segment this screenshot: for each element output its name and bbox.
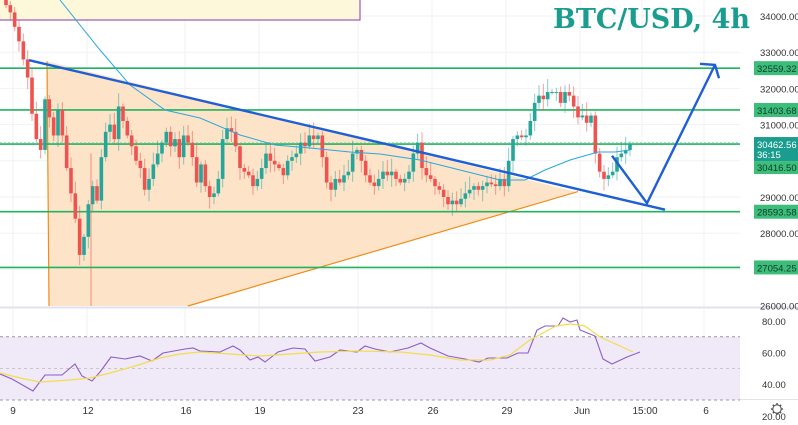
triangle-left-edge xyxy=(46,61,50,307)
last-price-label: 30462.56 xyxy=(757,140,797,151)
time-tick-label: 6 xyxy=(703,406,709,417)
level-price-label: 32559.32 xyxy=(757,64,797,75)
rsi-tick-label: 20.00 xyxy=(762,412,786,420)
time-axis[interactable]: 9 12 16 19 23 26 29 Jun 15:00 6 xyxy=(10,406,709,417)
time-tick-label: Jun xyxy=(574,406,590,417)
rsi-tick-label: 80.00 xyxy=(762,317,786,328)
price-tick-label: 28000.00 xyxy=(760,229,798,240)
price-tick-label: 33000.00 xyxy=(760,48,798,59)
level-price-label: 28593.58 xyxy=(757,208,797,219)
time-tick-label: 15:00 xyxy=(632,406,657,417)
price-tick-label: 29000.00 xyxy=(760,193,798,204)
last-price-badge xyxy=(754,137,798,162)
chart-title: BTC/USD, 4h xyxy=(553,4,750,35)
prev-price-label: 30416.50 xyxy=(757,163,797,174)
time-tick-label: 26 xyxy=(427,406,439,417)
rsi-axis[interactable]: 80.00 60.00 40.00 20.00 xyxy=(762,317,786,423)
time-tick-label: 29 xyxy=(501,406,513,417)
candles xyxy=(4,0,632,306)
level-price-badge xyxy=(754,204,798,219)
price-tick-label: 26000.00 xyxy=(760,302,798,313)
gear-icon[interactable] xyxy=(771,403,783,415)
moving-average-line xyxy=(59,0,631,181)
info-box xyxy=(0,0,361,21)
descending-trendline[interactable] xyxy=(28,58,666,211)
rsi-pane[interactable] xyxy=(0,317,740,401)
price-tick-label: 34000.00 xyxy=(760,12,798,23)
horizontal-levels xyxy=(0,67,740,269)
rsi-tick-label: 60.00 xyxy=(762,349,786,360)
ascending-support-line xyxy=(187,190,579,307)
time-tick-label: 23 xyxy=(352,406,364,417)
rsi-tick-label: 40.00 xyxy=(762,380,786,391)
level-price-badge xyxy=(754,260,798,275)
time-tick-label: 9 xyxy=(10,406,16,417)
level-price-badge xyxy=(754,61,798,76)
price-tick-label: 31000.00 xyxy=(760,121,798,132)
projection-path[interactable] xyxy=(611,64,717,206)
bar-countdown-label: 36:15 xyxy=(757,150,781,161)
triangle-pattern xyxy=(47,61,575,306)
level-price-badge xyxy=(754,102,798,117)
level-price-label: 31403.68 xyxy=(757,106,797,117)
prev-price-badge xyxy=(754,161,798,175)
level-price-label: 27054.25 xyxy=(757,263,797,274)
time-tick-label: 12 xyxy=(82,406,94,417)
time-tick-label: 16 xyxy=(180,406,192,417)
price-axis[interactable]: 34000.00 33000.00 32000.00 31000.00 29000.00… xyxy=(754,12,798,313)
arrow-head-icon xyxy=(699,62,721,79)
time-tick-label: 19 xyxy=(254,406,266,417)
price-tick-label: 32000.00 xyxy=(760,84,798,95)
